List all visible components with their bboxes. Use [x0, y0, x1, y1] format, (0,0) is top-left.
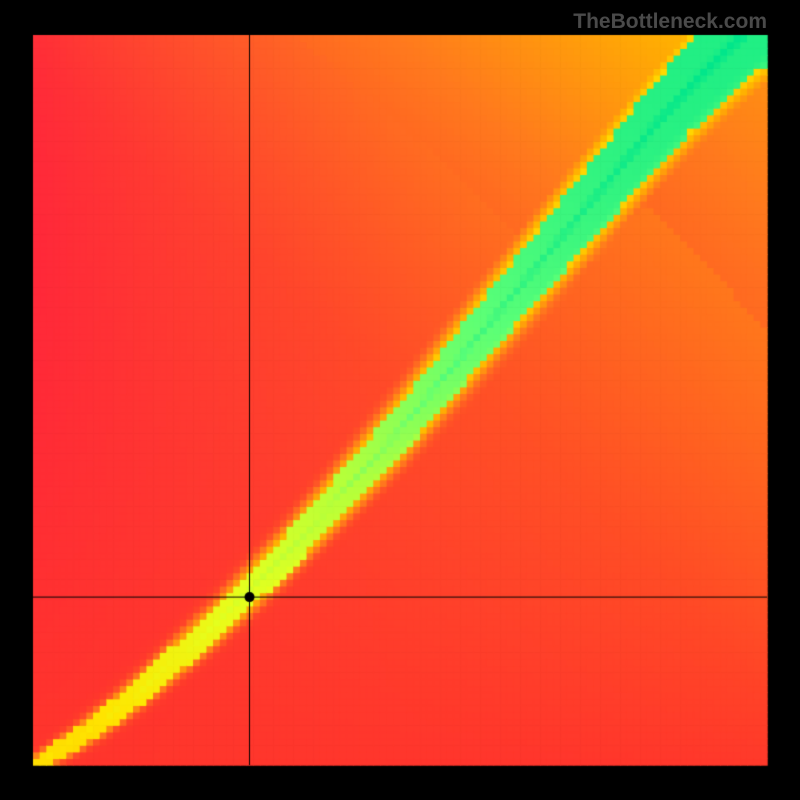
chart-container: TheBottleneck.com: [0, 0, 800, 800]
watermark-text: TheBottleneck.com: [573, 10, 767, 34]
bottleneck-heatmap: [0, 0, 800, 800]
